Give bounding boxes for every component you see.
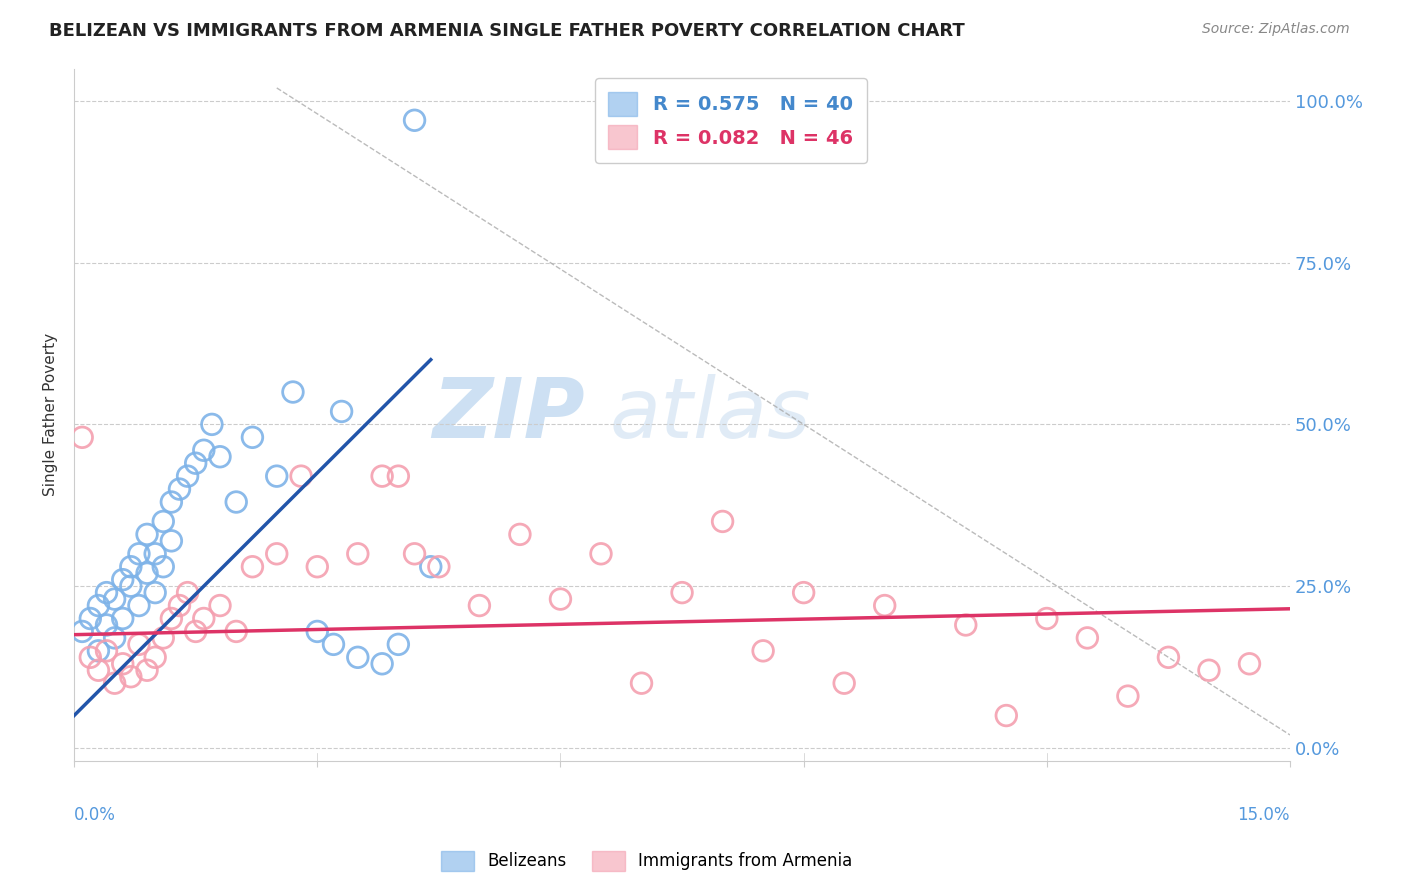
Point [70,624,93,639]
Point [322,637,344,651]
Point [152,631,174,645]
Legend: R = 0.575   N = 40, R = 0.082   N = 46: R = 0.575 N = 40, R = 0.082 N = 46 [595,78,866,162]
Point [266,547,288,561]
Point [330,404,353,418]
Point [79,650,101,665]
Point [832,676,855,690]
Point [419,559,441,574]
Point [266,469,288,483]
Point [630,676,652,690]
Point [346,650,368,665]
Point [143,585,166,599]
Point [152,515,174,529]
Point [1036,611,1059,625]
Point [711,515,734,529]
Point [120,559,142,574]
Point [87,663,110,677]
Point [1076,631,1098,645]
Point [307,624,329,639]
Text: 15.0%: 15.0% [1237,805,1291,824]
Point [225,624,247,639]
Point [104,631,127,645]
Point [1239,657,1261,671]
Point [169,482,191,496]
Point [281,384,304,399]
Point [793,585,815,599]
Point [128,547,150,561]
Point [387,637,409,651]
Point [104,592,127,607]
Point [120,579,142,593]
Point [79,611,101,625]
Point [1198,663,1220,677]
Point [160,495,183,509]
Point [160,611,183,625]
Point [404,547,426,561]
Point [96,585,118,599]
Point [87,599,110,613]
Point [1157,650,1180,665]
Point [128,599,150,613]
Point [120,670,142,684]
Point [208,599,231,613]
Point [87,644,110,658]
Text: Source: ZipAtlas.com: Source: ZipAtlas.com [1202,22,1350,37]
Point [371,469,394,483]
Point [160,533,183,548]
Point [550,592,572,607]
Point [995,708,1018,723]
Point [346,547,368,561]
Point [176,585,198,599]
Point [111,611,134,625]
Point [671,585,693,599]
Point [242,559,264,574]
Text: BELIZEAN VS IMMIGRANTS FROM ARMENIA SINGLE FATHER POVERTY CORRELATION CHART: BELIZEAN VS IMMIGRANTS FROM ARMENIA SING… [49,22,965,40]
Point [509,527,531,541]
Point [1116,689,1139,703]
Text: 0.0%: 0.0% [75,805,115,824]
Point [242,430,264,444]
Point [152,559,174,574]
Point [290,469,312,483]
Point [184,456,207,470]
Point [201,417,224,432]
Point [143,650,166,665]
Legend: Belizeans, Immigrants from Armenia: Belizeans, Immigrants from Armenia [433,842,860,880]
Point [111,657,134,671]
Point [128,637,150,651]
Point [136,663,159,677]
Point [136,527,159,541]
Point [169,599,191,613]
Point [176,469,198,483]
Point [208,450,231,464]
Point [111,573,134,587]
Point [193,443,215,458]
Point [70,430,93,444]
Point [225,495,247,509]
Point [468,599,491,613]
Y-axis label: Single Father Poverty: Single Father Poverty [44,333,58,496]
Point [427,559,450,574]
Point [955,618,977,632]
Point [96,644,118,658]
Point [589,547,612,561]
Point [752,644,775,658]
Point [193,611,215,625]
Point [873,599,896,613]
Point [404,113,426,128]
Point [96,618,118,632]
Point [387,469,409,483]
Point [136,566,159,581]
Text: atlas: atlas [609,374,811,455]
Point [371,657,394,671]
Text: ZIP: ZIP [432,374,585,455]
Point [307,559,329,574]
Point [104,676,127,690]
Point [143,547,166,561]
Point [184,624,207,639]
